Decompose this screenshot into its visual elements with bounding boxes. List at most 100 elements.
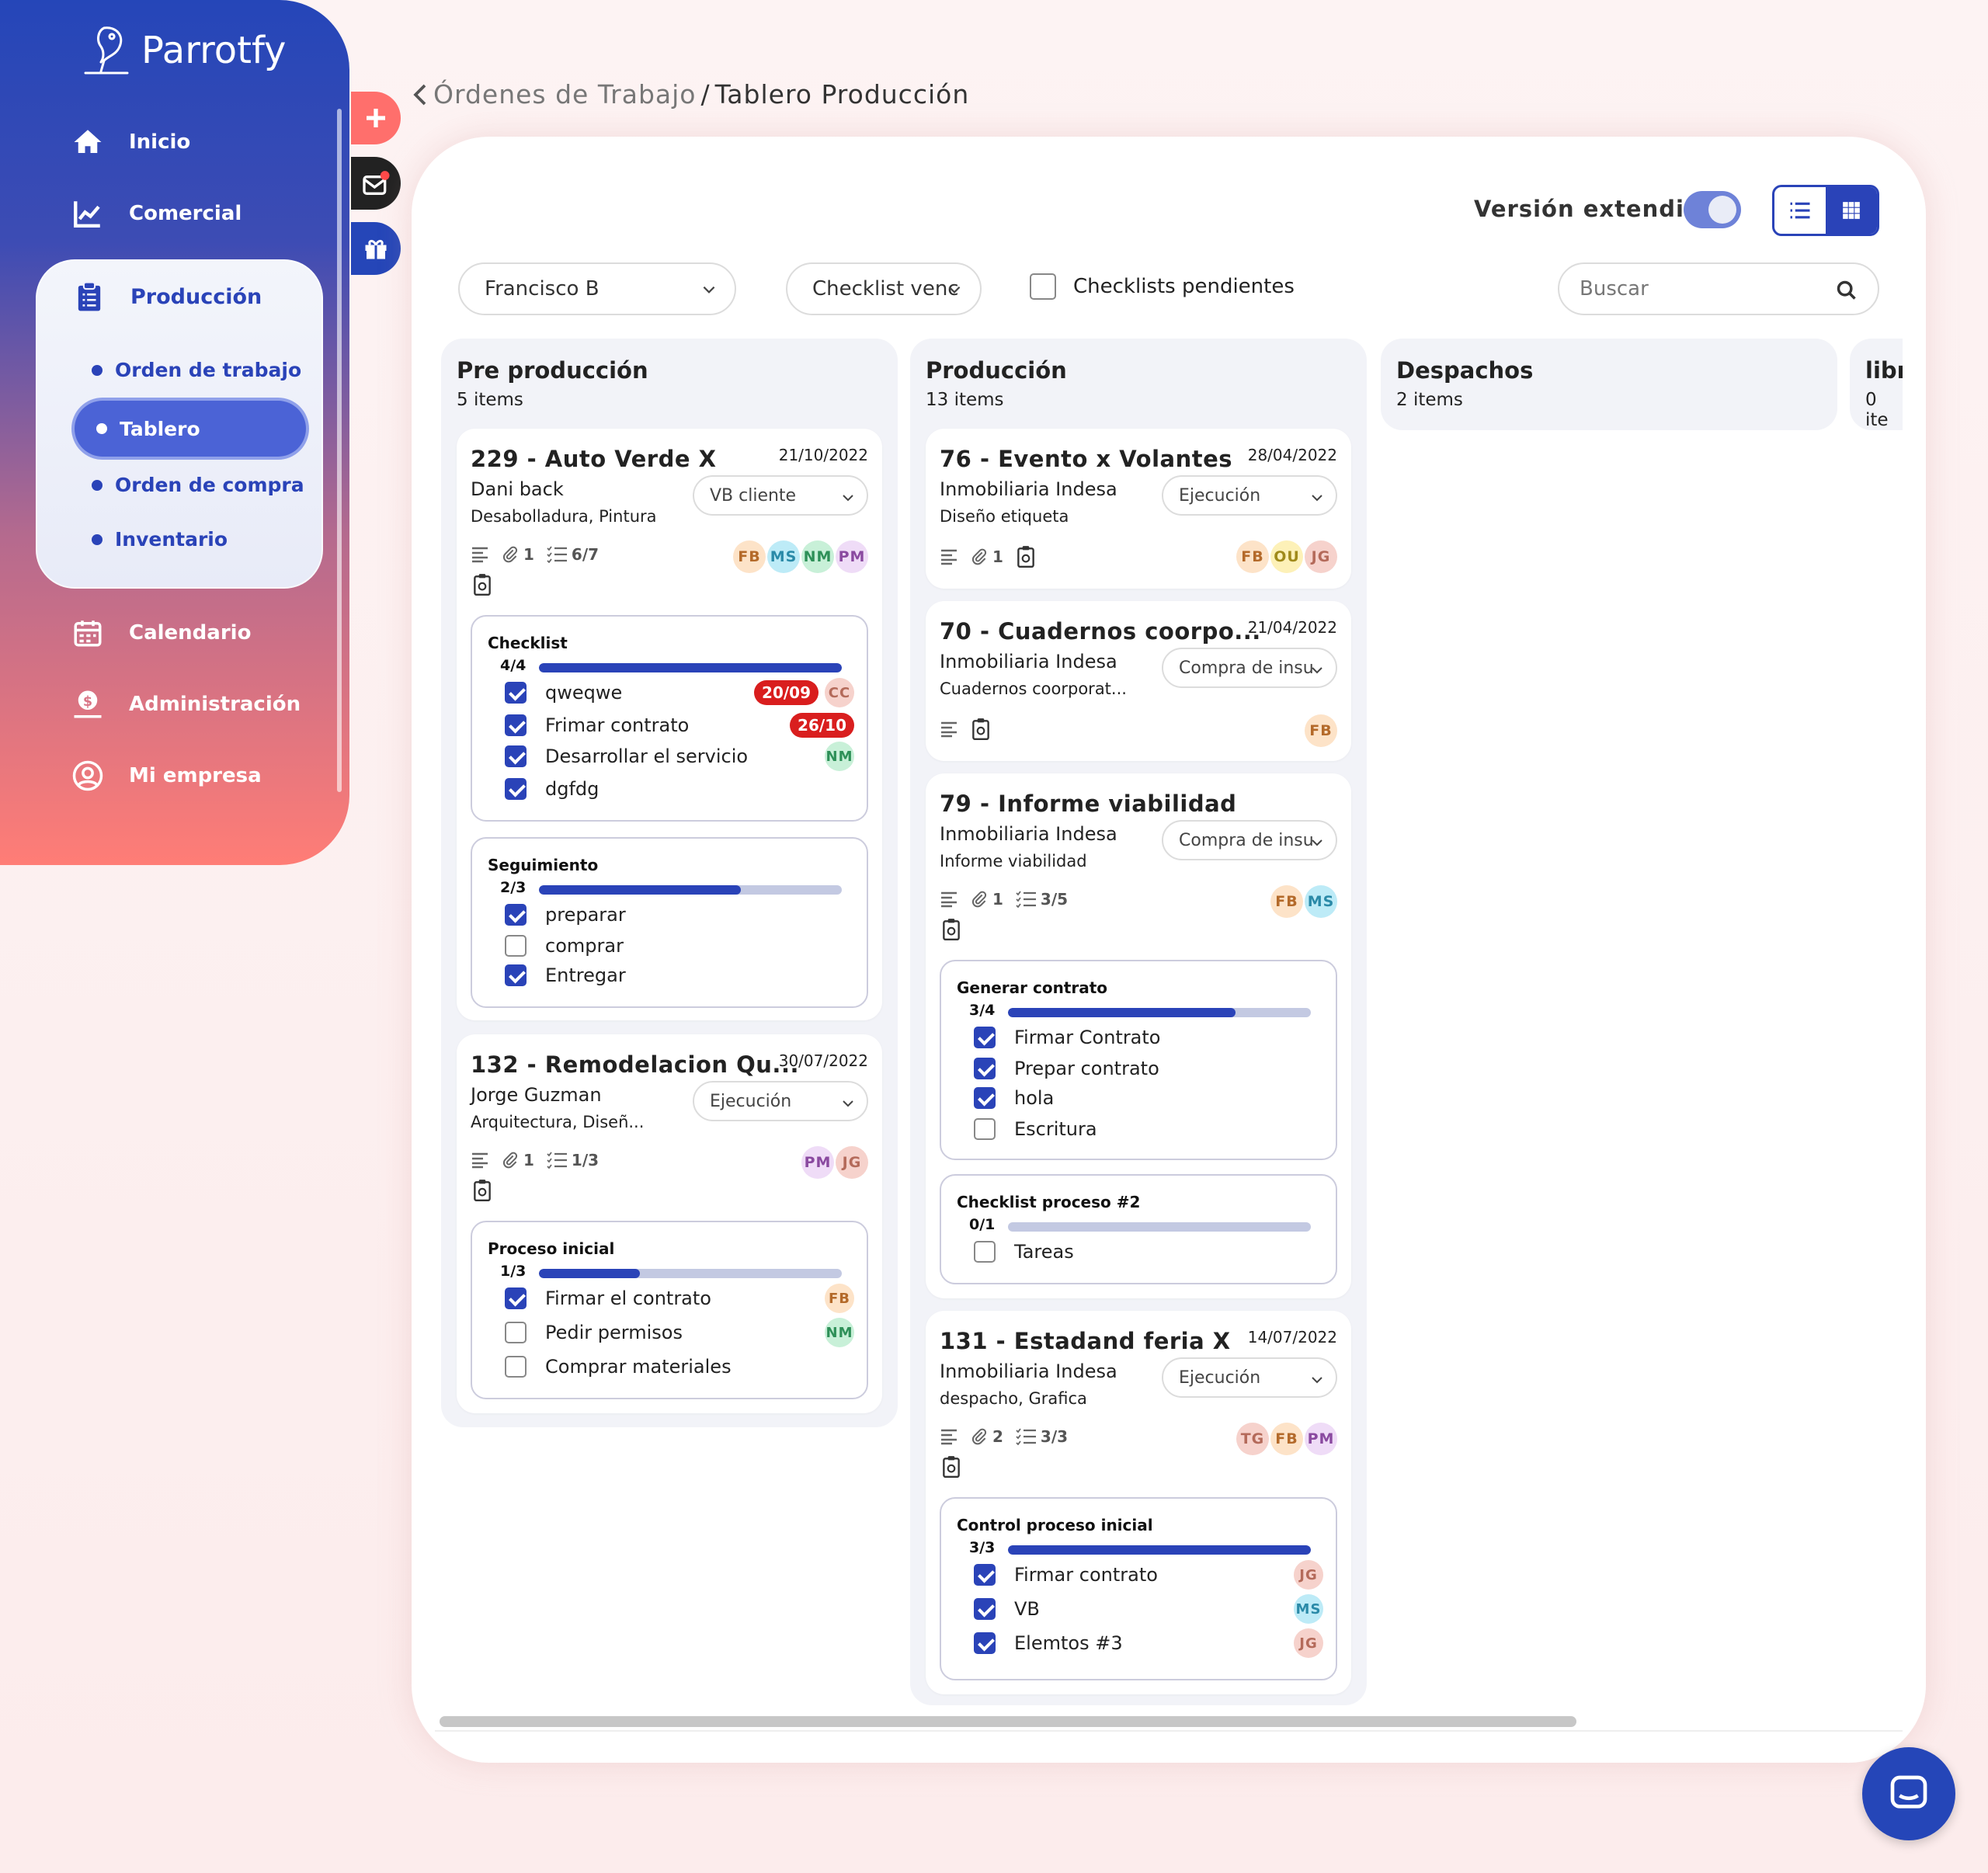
avatar[interactable]: FB [1305,714,1337,747]
card-status-select[interactable]: Ejecución [693,1081,868,1121]
checklist-item[interactable]: Entregar [505,964,878,986]
description-icon[interactable] [940,1428,958,1445]
checklist-item-checkbox[interactable] [974,1058,996,1079]
checklist-item-checkbox[interactable] [505,714,527,736]
avatar[interactable]: CC [825,678,854,707]
checklist-item[interactable]: qweqwe 20/09 CC [505,678,854,707]
avatar[interactable]: JG [836,1146,868,1179]
nav-sub-orden-trabajo[interactable]: Orden de trabajo [92,359,301,381]
checklist-item-checkbox[interactable] [505,904,527,926]
work-order-card[interactable]: 76 - Evento x Volantes 28/04/2022 Inmobi… [926,429,1351,589]
search-icon[interactable] [1836,280,1858,301]
attachments[interactable]: 1 [502,545,534,564]
checklist-item[interactable]: preparar [505,904,878,926]
avatar[interactable]: NM [825,1318,854,1347]
checklist-item[interactable]: comprar [505,935,878,957]
nav-calendario[interactable]: Calendario [71,617,251,649]
avatar[interactable]: PM [801,1146,834,1179]
avatar[interactable]: PM [1305,1423,1337,1455]
breadcrumb-parent-link[interactable]: Órdenes de Trabajo [433,79,697,109]
search-input[interactable]: Buscar [1558,262,1879,315]
work-order-card[interactable]: 131 - Estadand feria X 14/07/2022 Inmobi… [926,1311,1351,1694]
checklist-item-checkbox[interactable] [974,1118,996,1140]
checklist-summary[interactable]: 3/5 [1016,890,1068,909]
chevron-left-icon[interactable] [412,83,429,106]
grid-view-button[interactable] [1826,187,1877,234]
checklist-item-checkbox[interactable] [974,1241,996,1263]
checklist-summary[interactable]: 6/7 [547,545,599,564]
clipboard-icon[interactable] [472,1179,492,1202]
checklist-filter-select[interactable]: Checklist venc [786,262,982,315]
attachments[interactable]: 1 [502,1151,534,1169]
checklist-item-checkbox[interactable] [974,1632,996,1654]
checklist-item-checkbox[interactable] [974,1087,996,1109]
avatar[interactable]: FB [1270,885,1303,918]
clipboard-icon[interactable] [1016,545,1036,568]
nav-sub-tablero[interactable]: Tablero [75,401,306,457]
nav-mi-empresa[interactable]: Mi empresa [71,759,262,792]
chat-button[interactable] [1862,1747,1955,1840]
checklist-item-checkbox[interactable] [505,1356,527,1378]
nav-produccion[interactable]: Producción [76,281,262,312]
attachments[interactable]: 1 [971,890,1003,909]
board-horizontal-scrollbar[interactable] [440,1716,1576,1727]
description-icon[interactable] [940,891,958,908]
sidebar-scrollbar[interactable] [337,109,342,792]
nav-inicio[interactable]: Inicio [71,126,190,158]
clipboard-icon[interactable] [971,718,991,741]
checklist-item[interactable]: dgfdg [505,778,854,800]
avatar[interactable]: JG [1305,540,1337,573]
checklist-summary[interactable]: 1/3 [547,1151,599,1169]
checklist-item[interactable]: Firmar el contrato FB [505,1284,854,1313]
attachments[interactable]: 2 [971,1427,1003,1446]
attachments[interactable]: 1 [971,547,1003,566]
description-icon[interactable] [471,1152,489,1169]
nav-comercial[interactable]: Comercial [71,197,242,230]
checklist-item-checkbox[interactable] [974,1598,996,1620]
checklist-item[interactable]: hola [974,1087,1347,1109]
checklist-item[interactable]: VB MS [974,1594,1323,1624]
checklist-item-checkbox[interactable] [974,1564,996,1586]
work-order-card[interactable]: 70 - Cuadernos coorpo... 21/04/2022 Inmo… [926,601,1351,761]
checklist-item[interactable]: Prepar contrato [974,1058,1347,1079]
card-status-select[interactable]: Ejecución [1162,1357,1337,1398]
checklist-item-checkbox[interactable] [974,1027,996,1048]
checklist-item-checkbox[interactable] [505,935,527,957]
brand-logo[interactable]: Parrotfy [81,23,286,78]
card-title[interactable]: 79 - Informe viabilidad [940,791,1237,817]
checklist-item[interactable]: Pedir permisos NM [505,1318,854,1347]
avatar[interactable]: FB [1270,1423,1303,1455]
checklist-summary[interactable]: 3/3 [1016,1427,1068,1446]
avatar[interactable]: JG [1294,1560,1323,1590]
checklist-item[interactable]: Elemtos #3 JG [974,1628,1323,1658]
checklist-item[interactable]: Desarrollar el servicio NM [505,742,854,771]
card-title[interactable]: 70 - Cuadernos coorpo... [940,618,1261,645]
card-status-select[interactable]: Ejecución [1162,475,1337,516]
description-icon[interactable] [940,548,958,565]
clipboard-icon[interactable] [472,573,492,596]
extended-version-toggle[interactable] [1684,191,1741,228]
nav-administracion[interactable]: $ Administración [71,688,301,721]
avatar[interactable]: TG [1236,1423,1269,1455]
checklist-item[interactable]: Comprar materiales [505,1356,878,1378]
avatar[interactable]: MS [1305,885,1337,918]
work-order-card[interactable]: 79 - Informe viabilidad Inmobiliaria Ind… [926,773,1351,1298]
card-title[interactable]: 131 - Estadand feria X [940,1328,1231,1354]
card-title[interactable]: 229 - Auto Verde X [471,446,717,472]
avatar[interactable]: NM [825,742,854,771]
pending-checklists-checkbox[interactable] [1030,273,1056,300]
work-order-card[interactable]: 132 - Remodelacion Qu... 30/07/2022 Jorg… [457,1034,882,1413]
card-title[interactable]: 132 - Remodelacion Qu... [471,1051,799,1078]
checklist-item-checkbox[interactable] [505,682,527,704]
avatar[interactable]: NM [801,540,834,573]
checklist-item[interactable]: Frimar contrato 26/10 [505,713,854,738]
description-icon[interactable] [940,721,958,738]
checklist-item-checkbox[interactable] [505,745,527,767]
checklist-item-checkbox[interactable] [505,964,527,986]
gift-button[interactable] [351,222,401,275]
checklist-item[interactable]: Tareas [974,1241,1347,1263]
clipboard-icon[interactable] [941,918,961,941]
avatar[interactable]: FB [733,540,766,573]
clipboard-icon[interactable] [941,1455,961,1479]
checklist-item-checkbox[interactable] [505,778,527,800]
